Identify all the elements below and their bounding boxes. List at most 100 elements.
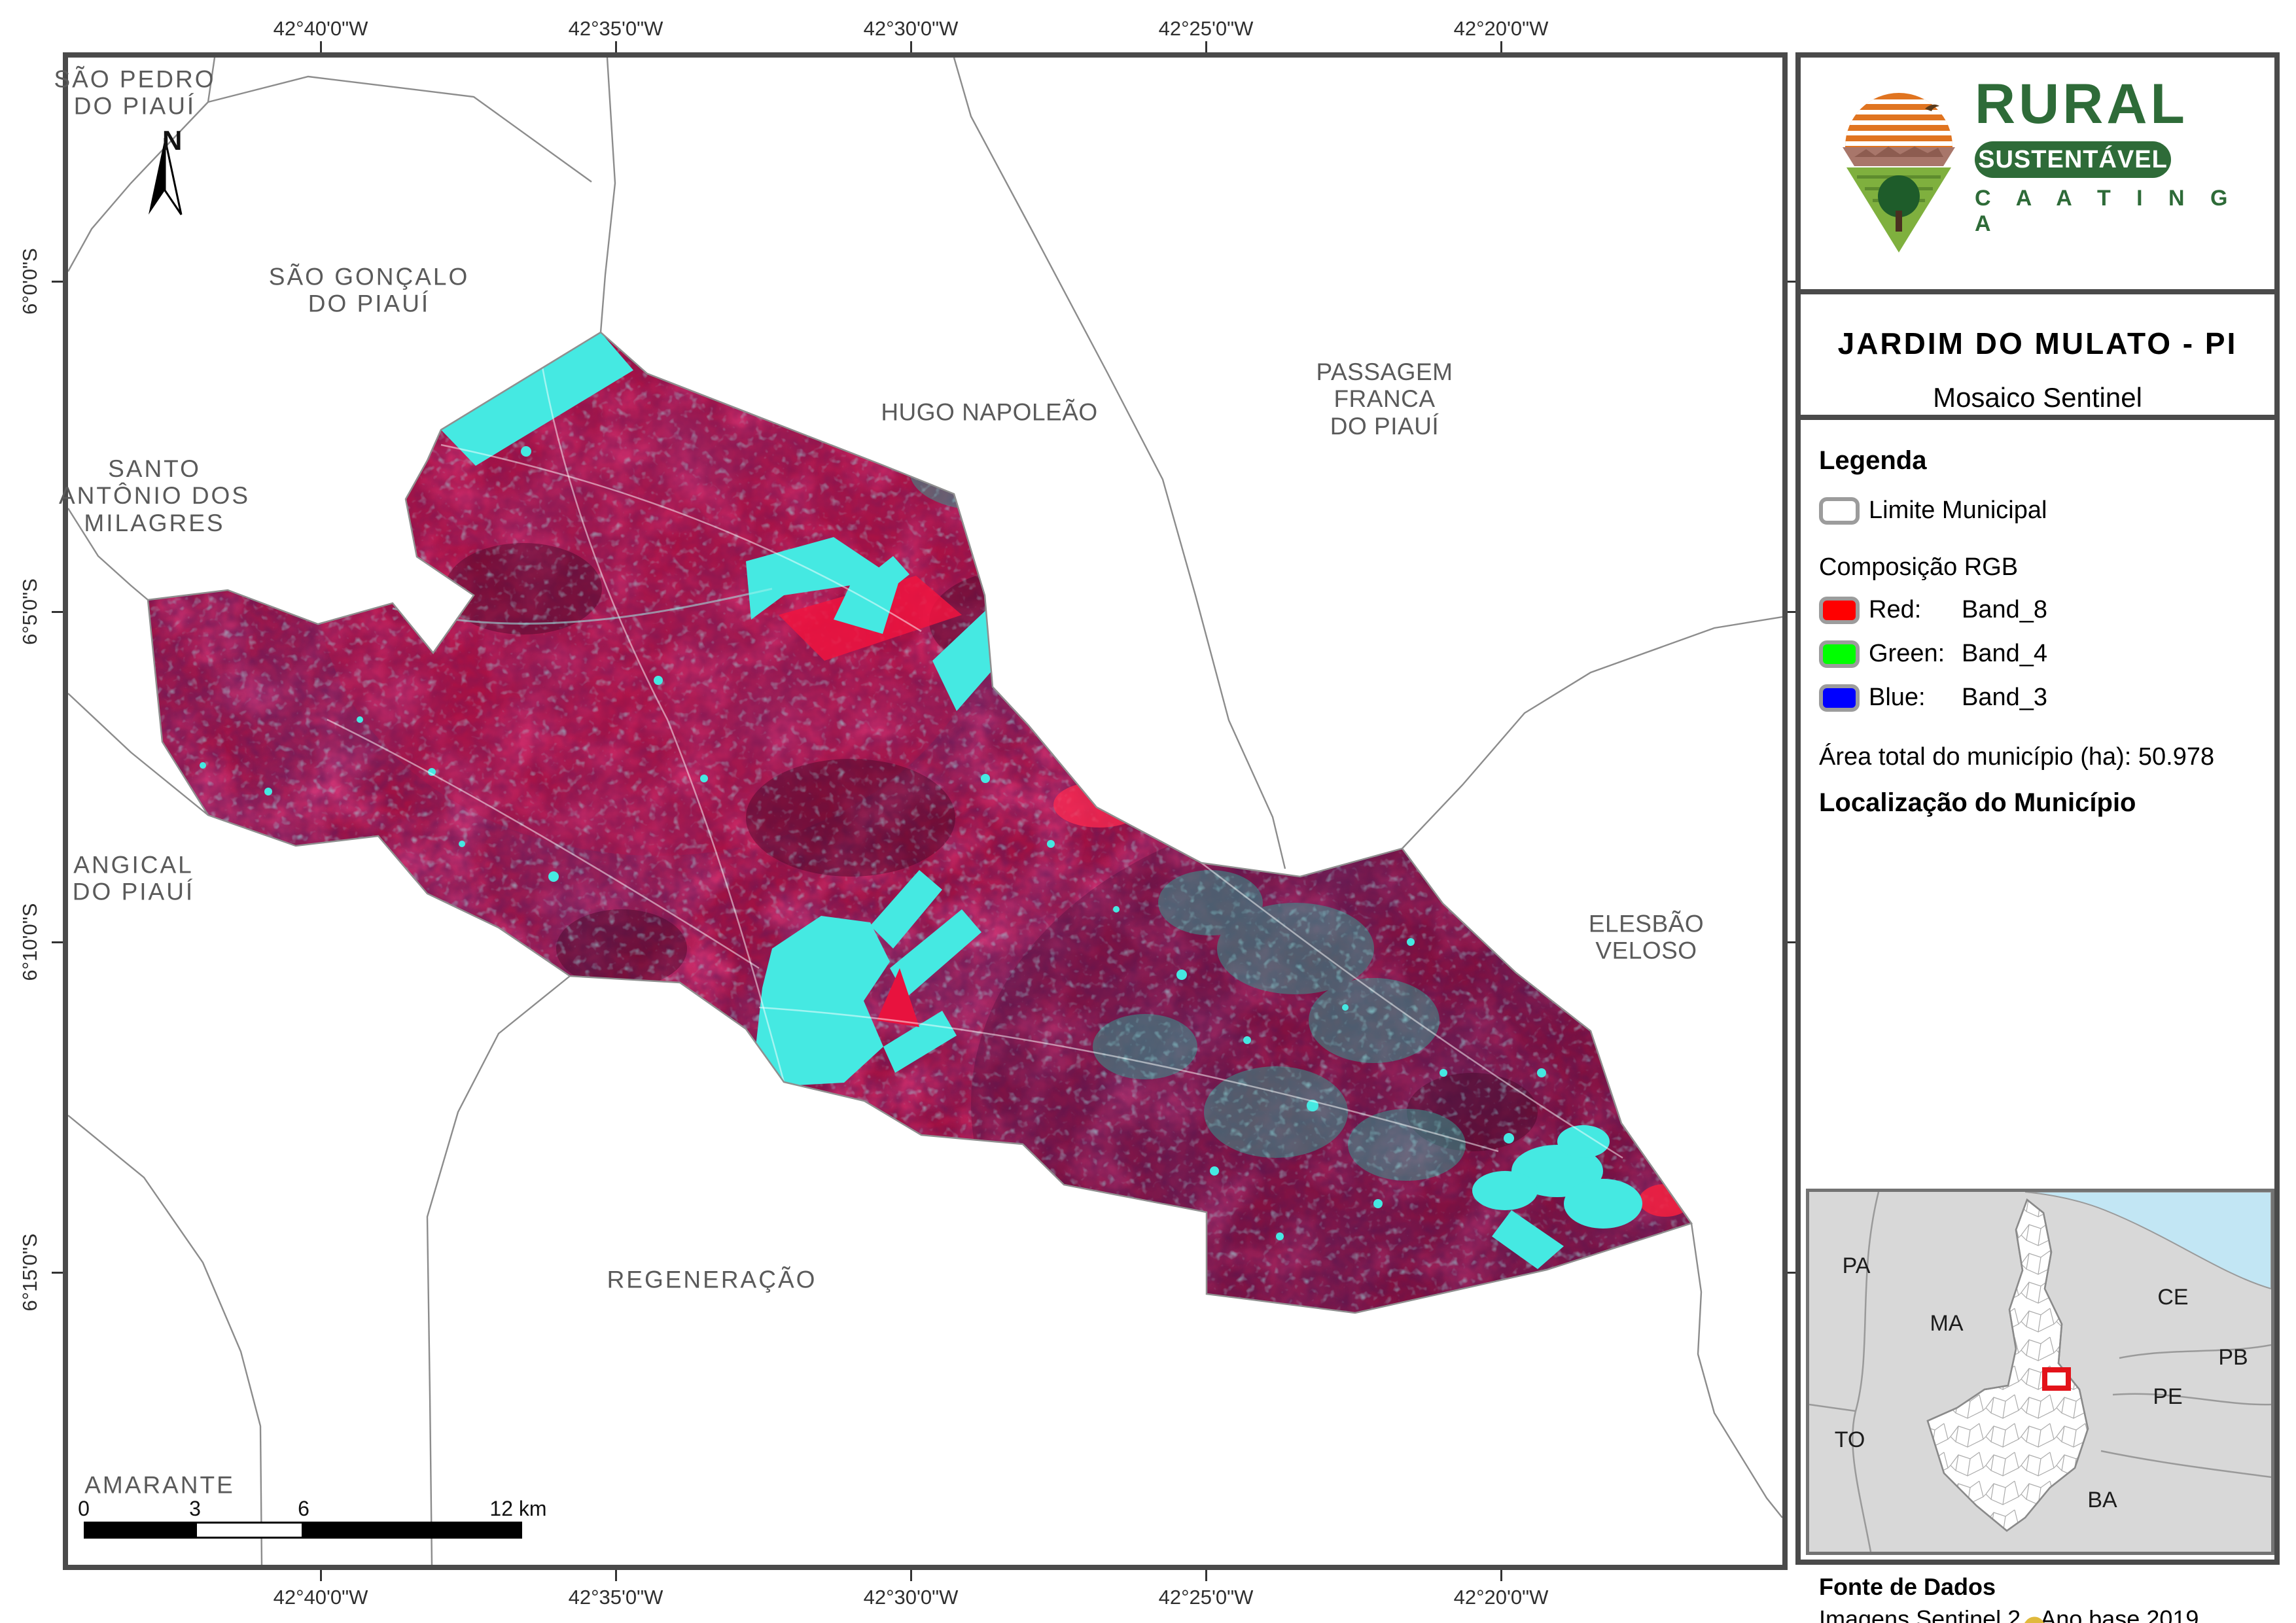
legend-item-blue: Blue: Band_3 [1819,684,2261,712]
red-wedge [877,968,919,1027]
axis-tick [1788,611,1799,613]
red-key: Red: [1869,596,1922,623]
blue-swatch [1819,684,1860,712]
scale-segment [195,1522,304,1539]
legend-item-red: Red: Band_8 [1819,596,2261,624]
red-value: Band_8 [1962,596,2048,623]
green-value: Band_4 [1962,640,2048,667]
label-hugo-napoleao: HUGO NAPOLEÃO [881,398,1098,426]
rural-name: RURAL [1975,73,2188,135]
rural-sustentavel-wordmark: RURAL SUSTENTÁVEL C A A T I N G A [1975,76,2274,237]
label-regeneracao: REGENERAÇÃO [607,1266,817,1293]
title-box: JARDIM DO MULATO - PI Mosaico Sentinel [1795,289,2280,420]
axis-label-lon: 42°35'0"W [568,1586,663,1609]
state-borders [1809,1191,2272,1552]
axis-tick [1788,1272,1799,1274]
state-label-pe: PE [2153,1384,2182,1409]
fonte-de-dados: Fonte de Dados Imagens Sentinel 2 - Ano … [1819,1571,2261,1623]
scale-label-12: 12 km [489,1497,547,1520]
fbds-icon: fbds [1980,1616,2045,1623]
logo-box: RURAL SUSTENTÁVEL C A A T I N G A [1795,52,2280,294]
axis-tick [320,1570,322,1581]
label-elesbao-veloso: ELESBÃO VELOSO [1588,910,1704,964]
axis-tick [52,281,63,283]
green-key: Green: [1869,640,1945,667]
legend-item-green: Green: Band_4 [1819,640,2261,668]
axis-label-lon: 42°30'0"W [863,17,959,40]
scale-segment [304,1522,522,1539]
axis-tick [910,1570,912,1581]
axis-tick [52,1272,63,1274]
inset-locator-map: PA MA CE PB PE TO BA [1806,1189,2274,1555]
axis-label-lat: 6°15'0"S [18,1233,41,1312]
state-label-ba: BA [2087,1488,2117,1512]
ocean [2024,1191,2272,1290]
axis-tick [1500,1570,1502,1581]
axis-label-lat: 6°0'0"S [18,248,41,315]
axis-label-lon: 42°20'0"W [1453,1586,1549,1609]
fbds-logo: fbds [1912,1597,2187,1623]
satellite-map-svg [68,58,1782,1565]
area-total: Área total do município (ha): 50.978 [1819,743,2215,771]
axis-tick [52,941,63,943]
state-label-to: TO [1835,1427,1865,1452]
label-sao-pedro: SÃO PEDRO DO PIAUÍ [54,65,216,120]
red-swatch [1819,596,1860,624]
axis-label-lat: 6°10'0"S [18,903,41,981]
axis-label-lon: 42°25'0"W [1158,1586,1254,1609]
page-subtitle: Mosaico Sentinel [1933,382,2142,413]
axis-tick [1205,1570,1207,1581]
axis-label-lon: 42°40'0"W [273,17,368,40]
blue-value: Band_3 [1962,684,2048,711]
label-santo-antonio: SANTO ANTÔNIO DOS MILAGRES [58,455,251,536]
axis-tick [1500,41,1502,52]
scale-label-0: 0 [78,1497,90,1520]
localizacao-header: Localização do Município [1819,788,2136,817]
fonte-line1: Imagens Sentinel 2 - Ano base 2019 [1819,1605,2199,1623]
state-label-pb: PB [2218,1345,2248,1370]
axis-tick [615,41,617,52]
limite-swatch [1819,497,1860,525]
axis-tick [910,41,912,52]
state-label-ce: CE [2157,1285,2188,1310]
scale-segment [84,1522,195,1539]
label-sao-goncalo: SÃO GONÇALO DO PIAUÍ [268,263,470,317]
label-passagem-franca: PASSAGEM FRANCA DO PIAUÍ [1316,358,1453,440]
blue-key: Blue: [1869,684,1926,711]
limite-label: Limite Municipal [1869,497,2047,524]
axis-tick [52,611,63,613]
axis-label-lon: 42°25'0"W [1158,17,1254,40]
neighbor-boundaries [68,58,1782,1565]
scale-label-6: 6 [298,1497,309,1520]
state-label-pa: PA [1843,1253,1871,1278]
cyan-patches [200,332,1642,1269]
scale-label-3: 3 [189,1497,201,1520]
legend-box: Legenda Limite Municipal Composição RGB … [1795,415,2280,1623]
map-canvas: SÃO PEDRO DO PIAUÍ SÃO GONÇALO DO PIAUÍ HU… [54,52,1788,1570]
state-labels: PA MA CE PB PE TO BA [1835,1253,2248,1512]
axis-tick [1788,281,1799,283]
inset-map-svg: PA MA CE PB PE TO BA [1809,1191,2272,1552]
north-arrow: N [139,120,191,224]
label-amarante: AMARANTE [84,1471,235,1499]
axis-label-lon: 42°30'0"W [863,1586,959,1609]
municipality-marker [2042,1367,2071,1391]
axis-tick [1205,41,1207,52]
rural-sustentavel-icon [1843,93,1955,253]
axis-tick [320,41,322,52]
rgb-header: Composição RGB [1819,553,2019,581]
north-arrow-icon [149,137,183,215]
axis-label-lon: 42°20'0"W [1453,17,1549,40]
fonte-header: Fonte de Dados [1819,1573,1996,1600]
north-label: N [162,125,183,156]
rural-caatinga: C A A T I N G A [1975,186,2238,236]
axis-tick [615,1570,617,1581]
side-panel: RURAL SUSTENTÁVEL C A A T I N G A JARDIM… [1795,52,2280,1623]
legend-item-limite: Limite Municipal [1819,497,2261,525]
axis-label-lon: 42°40'0"W [273,1586,368,1609]
state-label-ma: MA [1930,1311,1964,1336]
axis-tick [1788,941,1799,943]
axis-label-lat: 6°5'0"S [18,578,41,645]
legend-header: Legenda [1819,446,1927,475]
